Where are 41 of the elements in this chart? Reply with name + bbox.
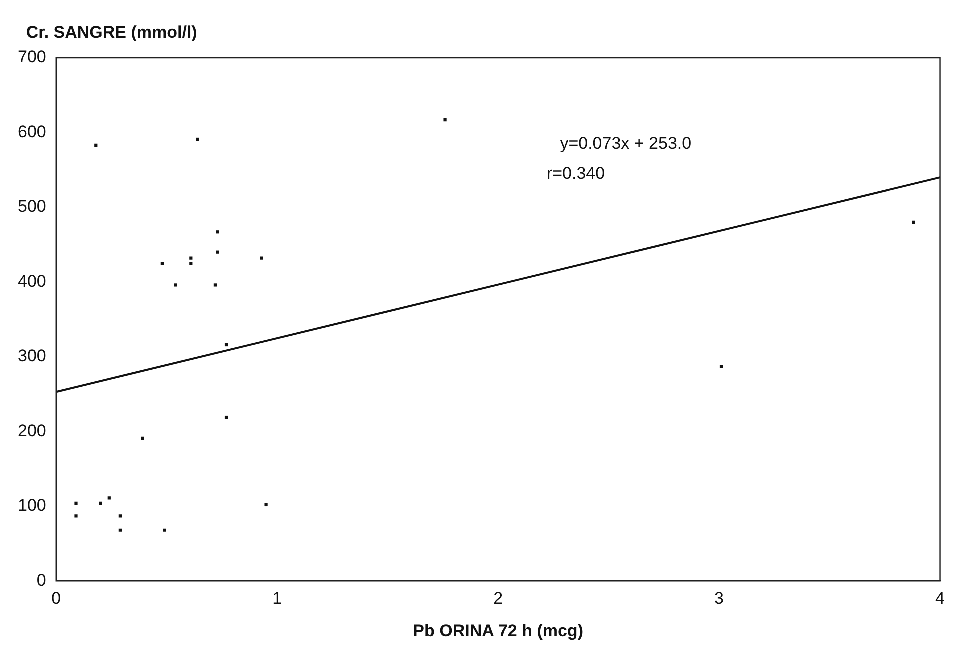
point — [190, 256, 193, 260]
point — [94, 144, 98, 148]
point — [163, 528, 166, 532]
point — [216, 230, 220, 234]
point — [74, 514, 78, 518]
x-axis-title: Pb ORINA 72 h (mcg) — [413, 621, 584, 640]
point — [214, 284, 218, 287]
y-tick-label: 700 — [18, 48, 46, 67]
point — [74, 502, 78, 506]
point — [190, 262, 193, 266]
point — [118, 514, 122, 518]
point — [118, 528, 122, 532]
point — [108, 496, 111, 500]
point — [140, 436, 144, 440]
annotation: y=0.073x + 253.0 — [560, 134, 692, 154]
x-tick-label: 0 — [52, 589, 62, 608]
point — [174, 284, 178, 287]
y-tick-label: 200 — [18, 421, 46, 440]
x-tick-label: 3 — [714, 589, 724, 608]
x-tick-label: 4 — [936, 589, 946, 608]
point — [912, 220, 916, 224]
point — [444, 118, 447, 122]
x-tick-label: 1 — [272, 589, 282, 608]
y-tick-label: 300 — [18, 346, 46, 366]
annotation: r=0.340 — [546, 164, 606, 184]
y-tick-label: 0 — [36, 570, 46, 590]
point — [224, 416, 228, 420]
y-tick-label: 400 — [18, 272, 46, 291]
x-tick-label: 2 — [494, 589, 504, 608]
point — [160, 262, 164, 266]
point — [264, 503, 268, 507]
point — [260, 256, 264, 260]
point — [196, 138, 200, 142]
y-tick-label: 500 — [18, 197, 46, 216]
point — [224, 343, 228, 347]
y-tick-label: 600 — [18, 122, 46, 142]
point — [99, 502, 102, 506]
y-axis-title: Cr. SANGRE (mmol/l) — [26, 23, 198, 42]
point — [216, 250, 220, 254]
y-tick-label: 100 — [18, 496, 46, 516]
point — [720, 365, 724, 368]
